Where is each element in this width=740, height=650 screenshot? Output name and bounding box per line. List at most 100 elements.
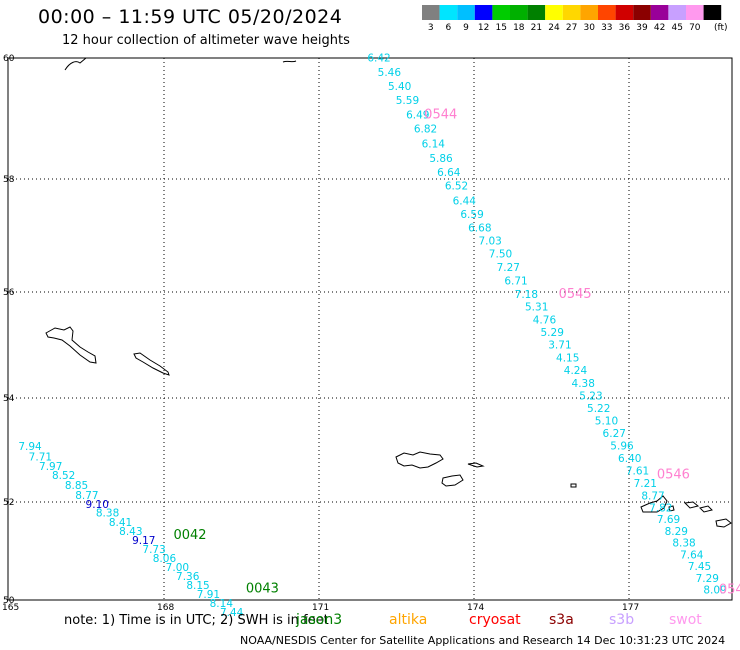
attu-island: [395, 451, 444, 469]
wave-height-value: 7.69: [657, 514, 680, 526]
legend-swatch: [439, 5, 458, 20]
legend-tick-label: 42: [654, 23, 665, 33]
legend-swatch: [650, 5, 669, 20]
wave-height-value: 5.96: [610, 440, 634, 452]
legend-swatch: [703, 5, 722, 20]
legend-tick-label: 70: [689, 23, 701, 33]
page-title: 00:00 – 11:59 UTC 05/20/2024: [38, 6, 343, 28]
legend-swatch: [615, 5, 634, 20]
legend-swatch: [510, 5, 528, 20]
wave-height-value: 8.43: [119, 526, 142, 538]
legend-swatch: [562, 5, 581, 20]
wave-height-value: 6.49: [406, 110, 429, 122]
lon-label-165: 165: [2, 603, 19, 613]
lat-label-58: 58: [3, 175, 15, 185]
wave-height-value: 7.61: [626, 465, 649, 477]
legend-tick-label: 27: [566, 23, 577, 33]
wave-height-value: 7.29: [696, 573, 719, 585]
little-kiska-island: [668, 505, 675, 512]
lat-label-52: 52: [3, 498, 14, 508]
kiska-island: [640, 495, 668, 513]
wave-height-value: 6.52: [445, 181, 468, 193]
legend-tick-label: 6: [446, 23, 452, 33]
legend-tick-label: 3: [428, 23, 434, 33]
lat-label-54: 54: [3, 394, 15, 404]
lon-label-174: 174: [467, 603, 484, 613]
wave-height-value: 8.77: [75, 490, 98, 502]
wave-height-value: 6.14: [422, 139, 446, 151]
pass-time-label: 0043: [246, 582, 279, 597]
legend-tick-label: 30: [583, 23, 595, 33]
wave-height-value: 3.71: [548, 340, 571, 352]
amchitka-island: [699, 505, 713, 513]
wave-height-value: 8.15: [186, 580, 209, 592]
pass-time-label: 054: [719, 583, 740, 598]
longitude-labels: 165 168 171 174 177: [2, 603, 639, 613]
legend-tick-label: 45: [671, 23, 682, 33]
wave-height-value: 7.91: [197, 589, 220, 601]
wave-height-value: 8.29: [665, 526, 688, 538]
wave-height-value: 6.71: [504, 276, 527, 288]
legend-tick-label: 15: [495, 23, 506, 33]
legend-swatch: [598, 5, 616, 20]
altimeter-tracks: 6.42 5.46 5.40 5.59 6.496.82 6.14 5.86 6.64 6.52…: [18, 53, 726, 619]
lat-label-60: 60: [3, 54, 15, 64]
latitude-labels: 60 58 56 54 52 50: [3, 54, 15, 606]
wave-height-value: 6.40: [618, 453, 641, 465]
pass-time-label: 0546: [657, 468, 690, 483]
lon-label-177: 177: [622, 603, 639, 613]
pass-time-label: 0042: [173, 528, 206, 543]
legend-tick-label: 33: [601, 23, 612, 33]
wave-height-value: 8.41: [109, 517, 132, 529]
satellite-swot: swot: [669, 612, 702, 628]
wave-height-value: 8.85: [65, 480, 88, 492]
legend-tick-label: 9: [463, 23, 469, 33]
satellite-jason3: jason3: [296, 612, 343, 628]
wave-height-value: 5.10: [595, 416, 618, 428]
pass-time-label: 0545: [559, 287, 592, 302]
wave-height-value: 7.03: [478, 236, 501, 248]
wave-height-value: 8.06: [153, 553, 177, 565]
buldir-island: [570, 483, 577, 488]
wave-height-value: 7.00: [166, 562, 189, 574]
legend-tick-label: 36: [619, 23, 631, 33]
wave-height-value: 9.17: [132, 535, 155, 547]
legend-unit-label: (ft): [714, 23, 728, 33]
wave-height-value: 5.46: [378, 67, 402, 79]
wave-height-value: 8.38: [96, 508, 119, 520]
wave-height-value: 7.73: [142, 544, 165, 556]
pass-time-labels: 0544 0545 0546 054 0042 0043: [173, 108, 740, 598]
wave-height-value: 7.50: [489, 249, 512, 261]
wave-height-value: 6.59: [460, 209, 483, 221]
wave-height-value: 7.82: [649, 502, 672, 514]
wave-height-value: 8.14: [210, 598, 234, 610]
wave-height-value: 8.52: [52, 470, 75, 482]
legend-tick-label: 21: [531, 23, 542, 33]
wave-height-value: 5.40: [388, 81, 411, 93]
wave-height-value: 7.21: [634, 478, 657, 490]
legend-swatch: [492, 5, 510, 20]
wave-height-value: 5.29: [541, 327, 564, 339]
wave-height-value: 6.27: [603, 428, 626, 440]
medny-island: [133, 352, 170, 376]
rat-island: [683, 501, 700, 509]
wave-height-value: 4.15: [556, 352, 579, 364]
kamchatka-coast: [64, 57, 87, 71]
legend-swatch: [457, 5, 475, 20]
wave-height-value: 6.82: [414, 123, 437, 135]
bering-island: [45, 326, 97, 364]
semichi-island: [467, 462, 485, 468]
wave-height-value: 7.18: [515, 289, 538, 301]
wave-height-value: 7.97: [39, 461, 62, 473]
lon-label-171: 171: [312, 603, 329, 613]
legend-tick-label: 39: [636, 23, 648, 33]
legend-tick-label: 18: [513, 23, 525, 33]
agattu-island: [441, 474, 464, 487]
lat-label-50: 50: [3, 596, 15, 606]
legend-swatch: [545, 5, 563, 20]
wave-height-value: 7.36: [176, 571, 200, 583]
wave-height-value: 5.31: [525, 302, 548, 314]
satellite-s3a: s3a: [549, 612, 574, 628]
wave-height-value: 6.44: [453, 195, 477, 207]
